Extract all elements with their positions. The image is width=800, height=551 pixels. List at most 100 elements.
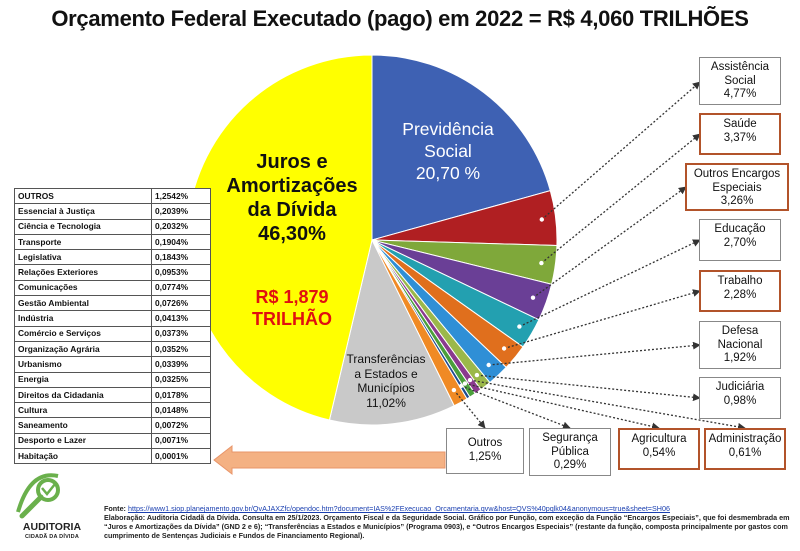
transferencias-line2: a Estados e bbox=[354, 366, 418, 381]
outros-table-row: Relações Exteriores 0,0953% bbox=[14, 264, 211, 281]
leader-line bbox=[453, 389, 486, 429]
row-label: Energia bbox=[14, 371, 152, 388]
outros-table-row: Urbanismo 0,0339% bbox=[14, 356, 211, 373]
box-label-line1: Saúde bbox=[723, 118, 757, 130]
row-value: 0,0413% bbox=[151, 310, 211, 327]
row-value: 0,0071% bbox=[151, 432, 211, 450]
outros-table-row: Comércio e Serviços 0,0373% bbox=[14, 325, 211, 342]
leader-dot bbox=[458, 383, 464, 389]
box-educacao: Educação 2,70% bbox=[699, 219, 781, 261]
row-label: Cultura bbox=[14, 402, 152, 419]
logo-name: AUDITORIA bbox=[22, 521, 82, 533]
row-label: Essencial à Justiça bbox=[14, 203, 152, 220]
box-label-line1: Segurança bbox=[542, 432, 598, 444]
juros-label: Juros e Amortizações da Dívida 46,30% bbox=[222, 150, 362, 246]
row-value: 0,2032% bbox=[151, 218, 211, 235]
box-label-line2: Social bbox=[724, 74, 756, 87]
row-label: OUTROS bbox=[14, 187, 152, 205]
box-label-line1: Assistência bbox=[710, 61, 770, 73]
box-saude: Saúde 3,37% bbox=[699, 113, 781, 155]
footer-fonte: Fonte: https://www1.siop.planejamento.go… bbox=[104, 504, 794, 513]
row-value: 0,0352% bbox=[151, 340, 211, 358]
outros-table-row: Saneamento 0,0072% bbox=[14, 417, 211, 434]
box-value: 4,77% bbox=[723, 88, 757, 100]
box-value: 0,29% bbox=[553, 459, 587, 471]
box-value: 1,25% bbox=[468, 450, 502, 463]
leader-dot bbox=[462, 381, 468, 386]
row-value: 0,0373% bbox=[151, 325, 211, 342]
box-outros-encargos: Outros Encargos Especiais 3,26% bbox=[685, 163, 789, 211]
outros-table-row: Direitos da Cidadania 0,0178% bbox=[14, 386, 211, 404]
box-value: 0,61% bbox=[728, 446, 762, 459]
outros-table-row: Essencial à Justiça 0,2039% bbox=[14, 203, 211, 220]
outros-table-header: OUTROS 1,2542% bbox=[14, 187, 211, 205]
row-label: Desporto e Lazer bbox=[14, 432, 152, 450]
row-label: Comunicações bbox=[14, 279, 152, 297]
footer-source: Fonte: https://www1.siop.planejamento.go… bbox=[104, 504, 794, 540]
box-value: 1,92% bbox=[723, 352, 757, 364]
box-label-line1: Defesa bbox=[721, 325, 759, 337]
row-label: Legislativa bbox=[14, 249, 152, 266]
box-label-line2: Especiais bbox=[712, 181, 762, 194]
leader-dot bbox=[530, 295, 536, 300]
row-value: 0,0072% bbox=[151, 417, 211, 434]
leader-line bbox=[540, 133, 701, 264]
box-agricultura: Agricultura 0,54% bbox=[618, 428, 700, 470]
juros-label-line2: Amortizações bbox=[226, 175, 358, 197]
logo-subtitle: CIDADÃ DA DÍVIDA bbox=[24, 534, 80, 540]
box-outros: Outros 1,25% bbox=[446, 428, 524, 474]
box-judiciaria: Judiciária 0,98% bbox=[699, 377, 781, 419]
logo: AUDITORIA CIDADÃ DA DÍVIDA bbox=[12, 522, 92, 542]
box-defesa-nacional: Defesa Nacional 1,92% bbox=[699, 321, 781, 369]
box-label-line1: Administração bbox=[708, 433, 782, 445]
row-label: Organização Agrária bbox=[14, 340, 152, 358]
juros-amount-label: R$ 1,879 TRILHÃO bbox=[222, 286, 362, 330]
source-link[interactable]: https://www1.siop.planejamento.gov.br/Qv… bbox=[127, 504, 670, 513]
leader-dot bbox=[501, 346, 507, 351]
row-value: 0,0339% bbox=[151, 356, 211, 373]
outros-table-row: Transporte 0,1904% bbox=[14, 233, 211, 251]
leader-dot bbox=[486, 362, 491, 368]
outros-table-row: Gestão Ambiental 0,0726% bbox=[14, 295, 211, 312]
outros-table-row: Legislativa 0,1843% bbox=[14, 249, 211, 266]
box-label-line1: Judiciária bbox=[715, 381, 765, 393]
outros-table-row: Desporto e Lazer 0,0071% bbox=[14, 432, 211, 450]
box-label-line1: Trabalho bbox=[717, 275, 763, 287]
box-label-line1: Outros Encargos bbox=[693, 168, 781, 180]
row-label: Comércio e Serviços bbox=[14, 325, 152, 342]
leader-line bbox=[541, 81, 701, 220]
row-value: 0,0178% bbox=[151, 386, 211, 404]
row-label: Gestão Ambiental bbox=[14, 295, 152, 312]
juros-amount-line2: TRILHÃO bbox=[252, 309, 332, 329]
box-value: 3,37% bbox=[723, 131, 757, 144]
leader-dot bbox=[517, 324, 522, 329]
transferencias-line1: Transferências bbox=[346, 352, 426, 366]
box-trabalho: Trabalho 2,28% bbox=[699, 270, 781, 312]
box-administracao: Administração 0,61% bbox=[704, 428, 786, 470]
row-value: 0,0726% bbox=[151, 295, 211, 312]
previdencia-label-line2: Social bbox=[424, 141, 472, 161]
leader-line bbox=[476, 374, 701, 402]
leader-line bbox=[464, 382, 660, 431]
pie-slice-transferencias-a-estados-e-municipios bbox=[328, 238, 455, 426]
box-label-line1: Outros bbox=[467, 437, 503, 449]
row-value: 0,1843% bbox=[151, 249, 211, 266]
juros-amount-line1: R$ 1,879 bbox=[255, 287, 329, 307]
row-value: 0,0001% bbox=[151, 448, 211, 465]
leader-dot bbox=[474, 372, 480, 378]
footer-note: Elaboração: Auditoria Cidadã da Dívida. … bbox=[104, 513, 790, 540]
outros-table-row: Cultura 0,0148% bbox=[14, 402, 211, 419]
row-value: 1,2542% bbox=[151, 187, 211, 205]
magnifier-logo-icon bbox=[16, 473, 60, 519]
transferencias-value: 11,02% bbox=[366, 395, 406, 410]
leader-dot bbox=[539, 260, 544, 266]
outros-table-row: Comunicações 0,0774% bbox=[14, 279, 211, 297]
row-value: 0,0148% bbox=[151, 402, 211, 419]
previdencia-label-line1: Previdência bbox=[402, 119, 494, 139]
row-label: Direitos da Cidadania bbox=[14, 386, 152, 404]
outros-table-row: Habitação 0,0001% bbox=[14, 448, 211, 465]
row-label: Saneamento bbox=[14, 417, 152, 434]
leader-line bbox=[488, 341, 701, 366]
previdencia-label: Previdência Social 20,70 % bbox=[378, 118, 518, 184]
